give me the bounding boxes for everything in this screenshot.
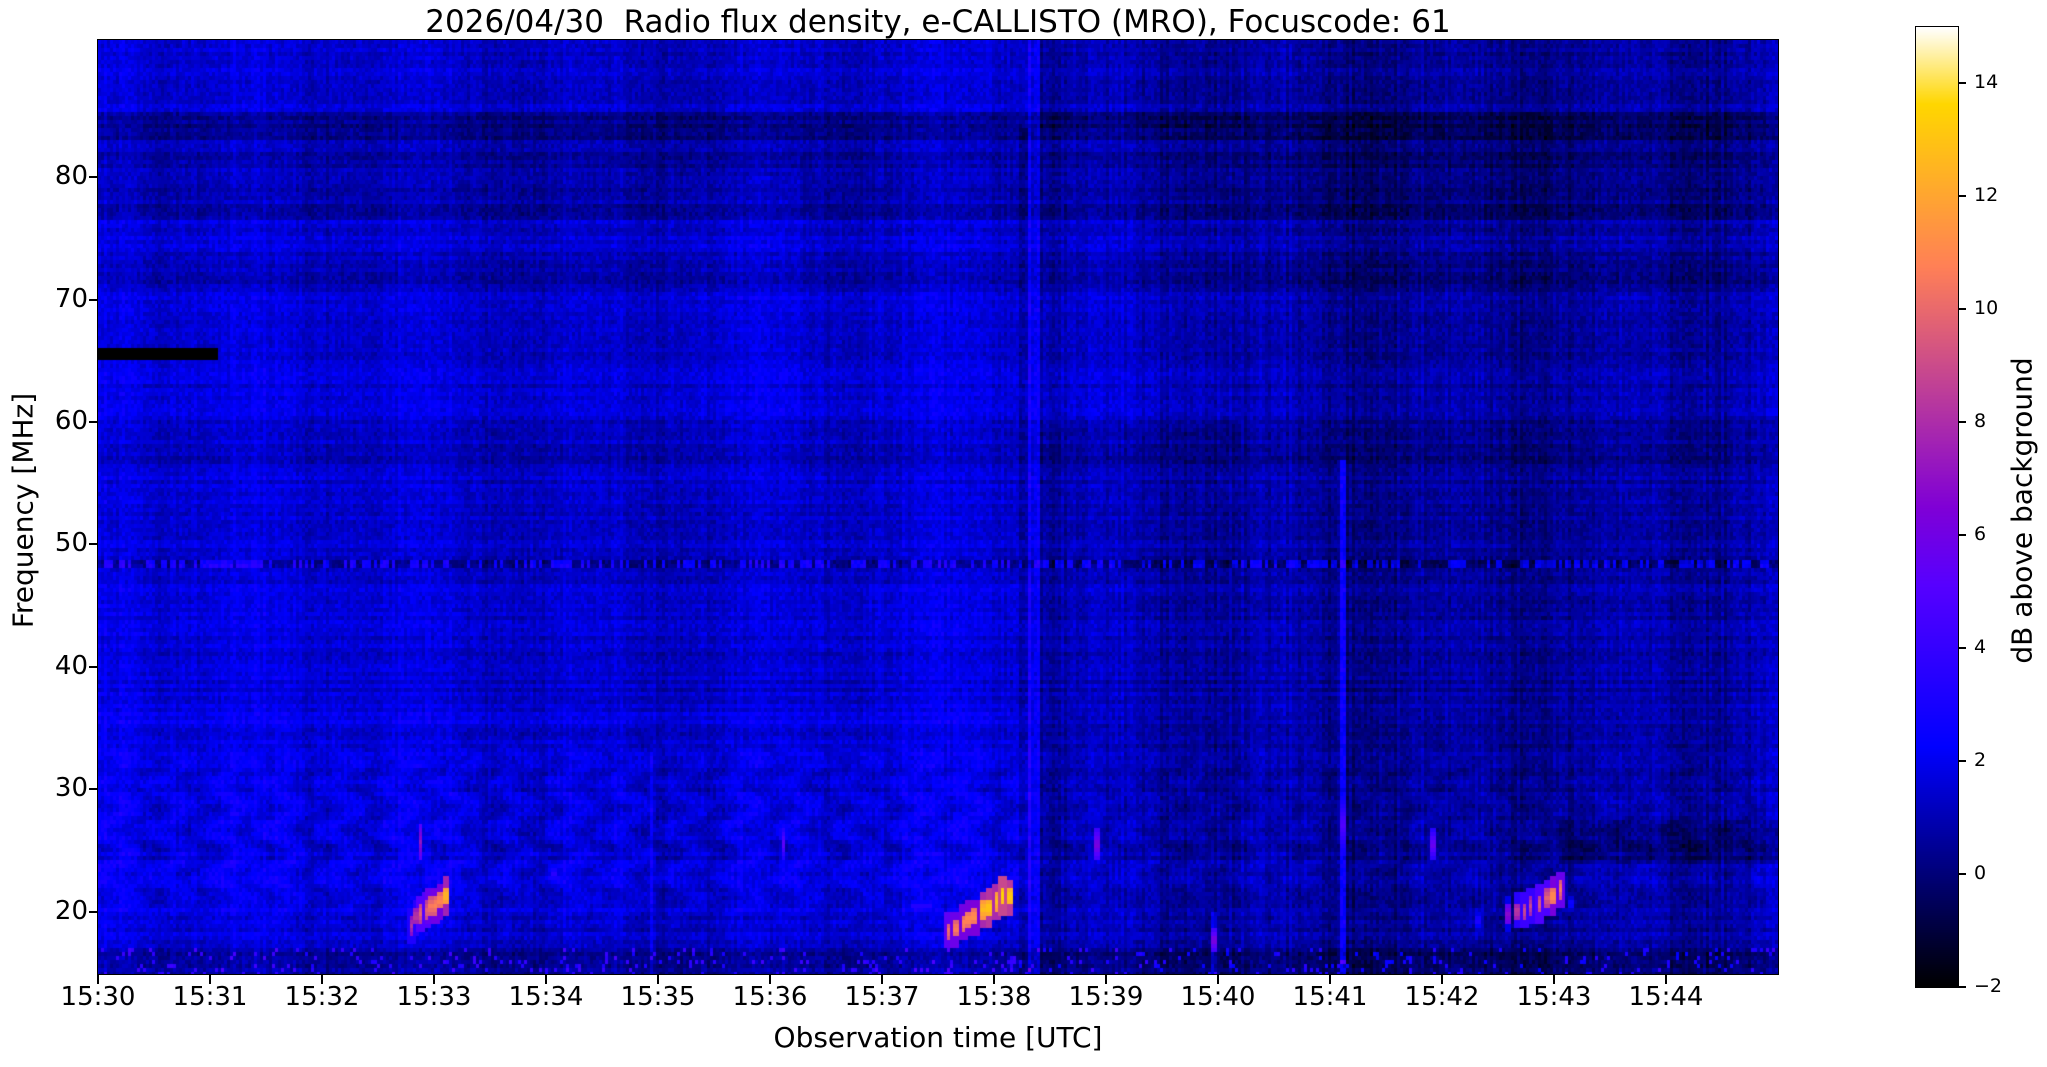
colorbar-tick-mark bbox=[1958, 986, 1966, 988]
x-tick-mark bbox=[545, 975, 547, 984]
x-tick-label: 15:31 bbox=[172, 982, 248, 1012]
colorbar-tick-label: 10 bbox=[1974, 297, 1999, 320]
x-tick-mark bbox=[1329, 975, 1331, 984]
colorbar-tick-mark bbox=[1958, 647, 1966, 650]
y-tick-label: 70 bbox=[54, 283, 88, 314]
x-tick-label: 15:41 bbox=[1292, 982, 1368, 1012]
y-tick-mark bbox=[89, 298, 98, 301]
x-tick-label: 15:37 bbox=[844, 982, 920, 1012]
y-tick-mark bbox=[89, 665, 98, 668]
x-tick-label: 15:36 bbox=[732, 982, 808, 1012]
y-tick-label: 50 bbox=[54, 528, 88, 559]
colorbar-tick-mark bbox=[1958, 195, 1966, 198]
x-tick-mark bbox=[1441, 975, 1443, 984]
colorbar-tick-label: 0 bbox=[1974, 862, 1987, 885]
x-tick-label: 15:33 bbox=[396, 982, 472, 1012]
y-tick-mark bbox=[89, 176, 98, 179]
x-tick-mark bbox=[433, 975, 435, 984]
x-tick-mark bbox=[1553, 975, 1555, 984]
y-axis-label: Frequency [MHz] bbox=[6, 392, 40, 629]
x-tick-mark bbox=[1105, 975, 1107, 984]
x-tick-label: 15:40 bbox=[1180, 982, 1256, 1012]
y-tick-mark bbox=[89, 788, 98, 791]
x-tick-label: 15:44 bbox=[1628, 982, 1704, 1012]
y-tick-label: 60 bbox=[54, 405, 88, 436]
colorbar-tick-mark bbox=[1958, 308, 1966, 311]
x-tick-mark bbox=[97, 975, 99, 984]
x-axis-label: Observation time [UTC] bbox=[773, 1021, 1103, 1054]
x-tick-label: 15:32 bbox=[284, 982, 360, 1012]
y-tick-label: 80 bbox=[54, 161, 88, 192]
figure-title: 2026/04/30 Radio flux density, e-CALLIST… bbox=[425, 4, 1451, 40]
x-tick-mark bbox=[321, 975, 323, 984]
y-tick-mark bbox=[89, 910, 98, 913]
x-tick-mark bbox=[209, 975, 211, 984]
colorbar-tick-label: 8 bbox=[1974, 410, 1987, 433]
colorbar-tick-label: 2 bbox=[1974, 749, 1987, 772]
colorbar-tick-label: 4 bbox=[1974, 636, 1987, 659]
y-tick-mark bbox=[89, 543, 98, 546]
x-tick-label: 15:42 bbox=[1404, 982, 1480, 1012]
colorbar-canvas bbox=[1916, 27, 1958, 987]
x-tick-mark bbox=[1217, 975, 1219, 984]
y-tick-label: 40 bbox=[54, 650, 88, 681]
colorbar-label: dB above background bbox=[2005, 357, 2039, 664]
x-tick-label: 15:35 bbox=[620, 982, 696, 1012]
colorbar-tick-mark bbox=[1958, 82, 1966, 85]
colorbar-tick-mark bbox=[1958, 534, 1966, 537]
spectrogram-canvas bbox=[98, 40, 1778, 974]
colorbar-tick-mark bbox=[1958, 760, 1966, 763]
colorbar-tick-mark bbox=[1958, 421, 1966, 424]
colorbar-tick-label: 6 bbox=[1974, 523, 1987, 546]
x-tick-label: 15:43 bbox=[1516, 982, 1592, 1012]
y-tick-label: 30 bbox=[54, 773, 88, 804]
colorbar-tick-label: 12 bbox=[1974, 184, 1999, 207]
x-tick-label: 15:34 bbox=[508, 982, 584, 1012]
y-tick-mark bbox=[89, 420, 98, 423]
x-tick-label: 15:39 bbox=[1068, 982, 1144, 1012]
x-tick-mark bbox=[1665, 975, 1667, 984]
x-tick-mark bbox=[657, 975, 659, 984]
colorbar bbox=[1915, 26, 1959, 988]
plot-area bbox=[97, 39, 1779, 975]
colorbar-tick-mark bbox=[1958, 873, 1966, 876]
x-tick-mark bbox=[993, 975, 995, 984]
x-tick-mark bbox=[769, 975, 771, 984]
y-tick-label: 20 bbox=[54, 895, 88, 926]
colorbar-tick-label: −2 bbox=[1974, 975, 2003, 997]
colorbar-tick-label: 14 bbox=[1974, 71, 1999, 94]
x-tick-label: 15:38 bbox=[956, 982, 1032, 1012]
x-tick-label: 15:30 bbox=[60, 982, 136, 1012]
x-tick-mark bbox=[881, 975, 883, 984]
